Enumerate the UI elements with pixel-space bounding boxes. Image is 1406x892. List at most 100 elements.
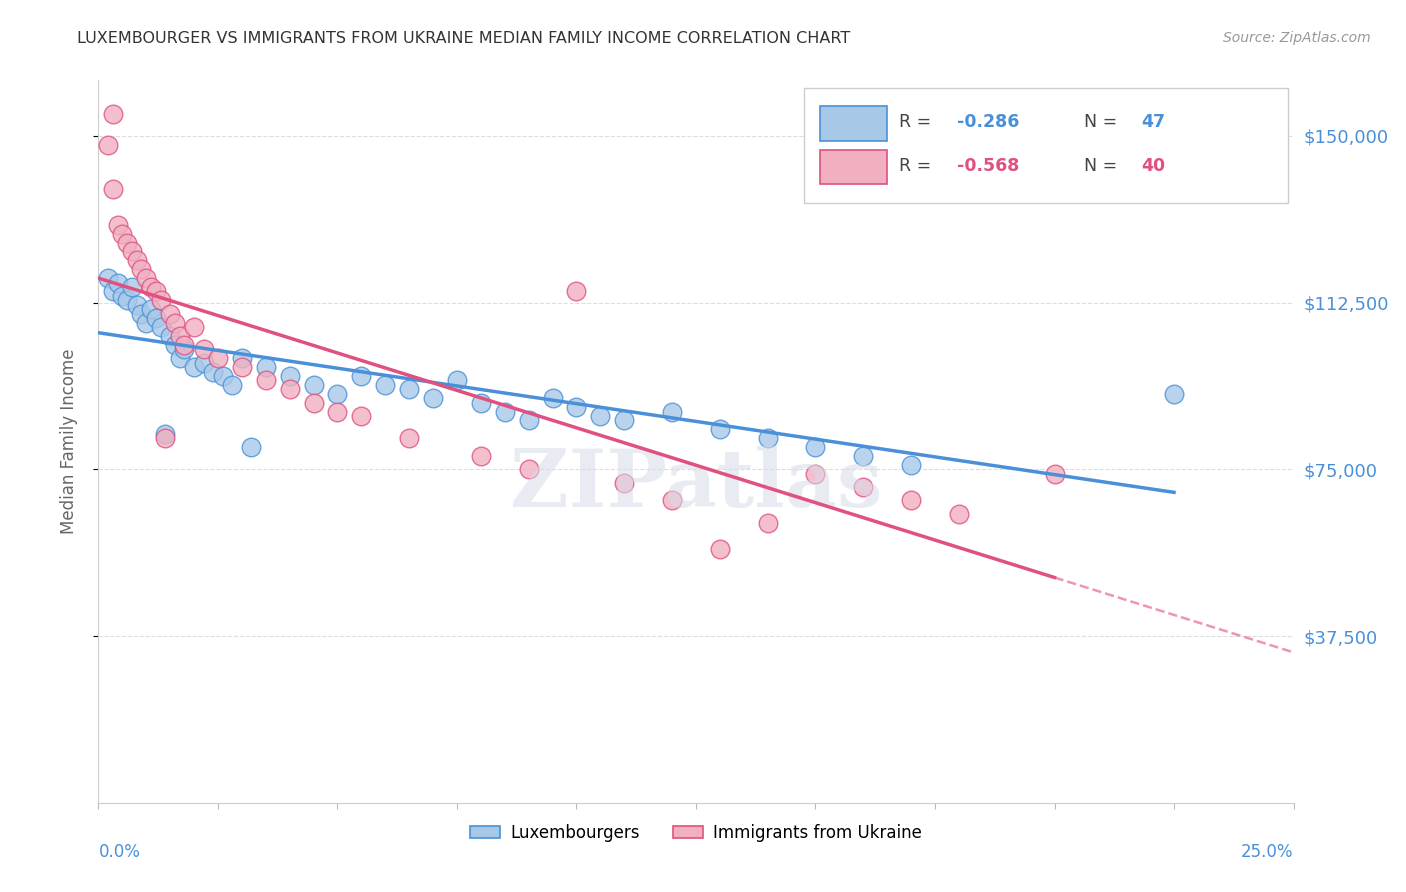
Point [900,493,922,508]
Point [589,409,612,423]
Point [661,404,683,418]
Point [350,368,373,383]
Point [278,382,301,396]
Point [135,271,157,285]
Point [565,400,588,414]
Point [231,351,253,366]
Point [613,475,636,490]
Point [398,431,420,445]
Point [183,360,205,375]
Point [169,329,191,343]
Text: N =: N = [1084,113,1123,131]
Point [278,368,301,383]
Point [661,493,683,508]
Point [145,311,167,326]
Y-axis label: Median Family Income: Median Family Income [59,349,77,534]
FancyBboxPatch shape [820,150,887,185]
Point [709,422,731,436]
Point [193,356,215,370]
FancyBboxPatch shape [820,106,887,141]
Text: -0.286: -0.286 [956,113,1019,131]
FancyBboxPatch shape [804,87,1288,203]
Point [163,316,186,330]
Point [107,218,129,232]
Text: Source: ZipAtlas.com: Source: ZipAtlas.com [1223,31,1371,45]
Point [159,307,181,321]
Point [139,302,162,317]
Point [470,449,492,463]
Point [155,426,177,441]
Point [149,293,172,308]
Point [517,413,540,427]
Point [1163,386,1185,401]
Point [302,395,325,409]
Point [446,373,468,387]
Point [1043,467,1066,481]
Point [163,338,186,352]
Point [852,480,875,494]
Text: 47: 47 [1142,113,1166,131]
Point [804,467,827,481]
Point [125,298,148,312]
Point [101,106,124,120]
Point [494,404,516,418]
Point [709,542,731,557]
Point [107,276,129,290]
Point [159,329,181,343]
Point [121,244,143,259]
Point [470,395,492,409]
Point [139,280,162,294]
Point [173,343,195,357]
Point [183,320,205,334]
Legend: Luxembourgers, Immigrants from Ukraine: Luxembourgers, Immigrants from Ukraine [464,817,928,848]
Point [398,382,420,396]
Text: N =: N = [1084,156,1123,175]
Point [565,285,588,299]
Point [350,409,373,423]
Point [326,404,349,418]
Point [948,507,970,521]
Point [541,391,564,405]
Text: R =: R = [900,156,936,175]
Point [135,316,157,330]
Point [756,516,779,530]
Point [101,182,124,196]
Point [326,386,349,401]
Point [202,364,225,378]
Point [804,440,827,454]
Point [254,360,277,375]
Text: ZIPatlas: ZIPatlas [510,446,882,524]
Point [613,413,636,427]
Point [115,235,138,250]
Point [756,431,779,445]
Point [422,391,444,405]
Point [101,285,124,299]
Point [131,262,153,277]
Point [121,280,143,294]
Text: 25.0%: 25.0% [1241,843,1294,861]
Point [207,351,229,366]
Point [302,377,325,392]
Text: 0.0%: 0.0% [98,843,141,861]
Point [374,377,396,392]
Point [517,462,540,476]
Point [169,351,191,366]
Text: -0.568: -0.568 [956,156,1019,175]
Point [852,449,875,463]
Point [900,458,922,472]
Point [221,377,243,392]
Point [145,285,167,299]
Point [115,293,138,308]
Text: LUXEMBOURGER VS IMMIGRANTS FROM UKRAINE MEDIAN FAMILY INCOME CORRELATION CHART: LUXEMBOURGER VS IMMIGRANTS FROM UKRAINE … [77,31,851,46]
Point [193,343,215,357]
Point [240,440,263,454]
Point [111,289,134,303]
Point [254,373,277,387]
Point [231,360,253,375]
Point [173,338,195,352]
Point [131,307,153,321]
Point [97,137,120,152]
Point [149,320,172,334]
Point [97,271,120,285]
Point [111,227,134,241]
